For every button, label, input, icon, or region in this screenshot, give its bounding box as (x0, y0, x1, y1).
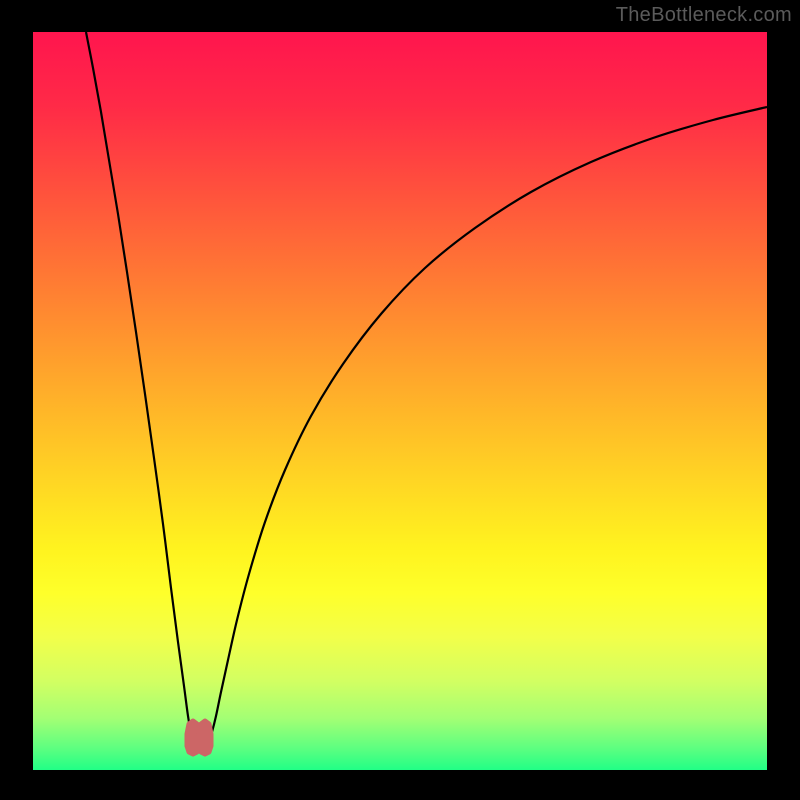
chart-container: TheBottleneck.com (0, 0, 800, 800)
curve-layer (33, 32, 767, 770)
valley-marker (199, 721, 211, 754)
watermark-text: TheBottleneck.com (616, 4, 792, 27)
curve-left-branch (86, 32, 195, 745)
curve-right-branch (207, 107, 767, 745)
plot-area (33, 32, 767, 770)
